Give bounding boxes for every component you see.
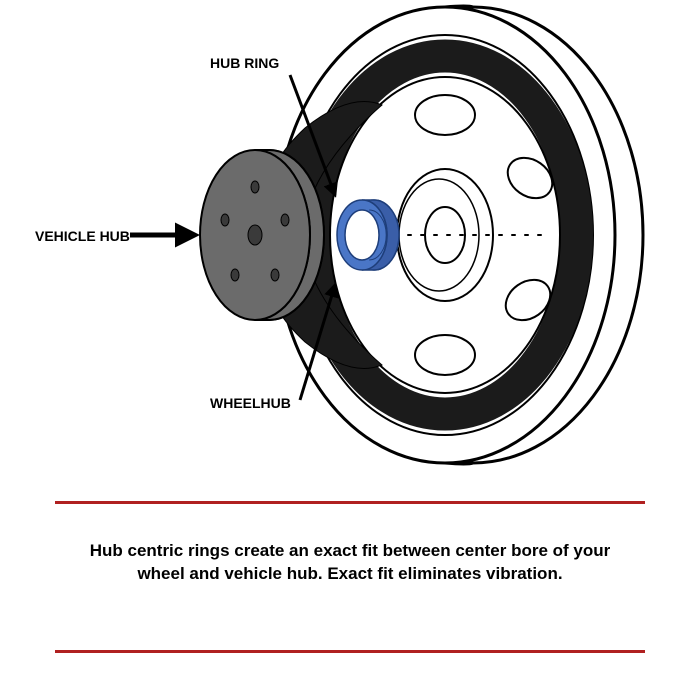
label-hub-ring: HUB RING — [210, 55, 279, 71]
caption-text: Hub centric rings create an exact fit be… — [70, 540, 630, 586]
divider-top — [55, 501, 645, 504]
label-wheelhub: WHEELHUB — [210, 395, 291, 411]
stage: HUB RING VEHICLE HUB WHEELHUB Hub centri… — [0, 0, 700, 700]
divider-bottom — [55, 650, 645, 653]
label-vehicle-hub: VEHICLE HUB — [35, 228, 130, 244]
